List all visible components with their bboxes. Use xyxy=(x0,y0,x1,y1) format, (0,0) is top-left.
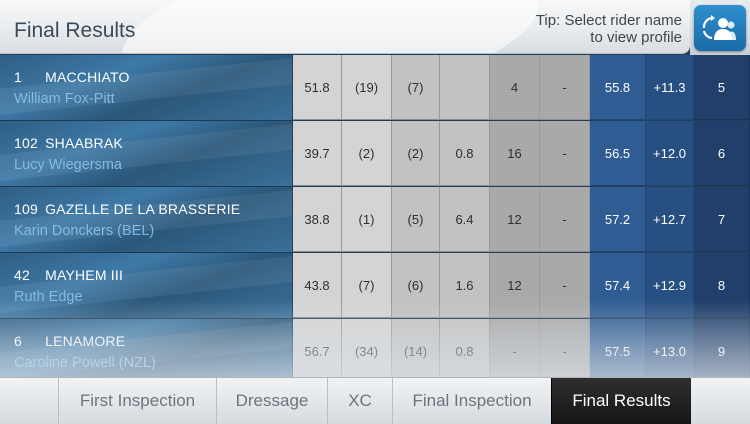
score-cell: 6.4 xyxy=(440,187,490,252)
tip-text: Tip: Select rider name to view profile xyxy=(536,12,682,46)
score-cell: (5) xyxy=(392,187,440,252)
score-cell: +12.0 xyxy=(646,121,694,186)
table-row: 6 LENAMORE Caroline Powell (NZL) 56.7 (34)(… xyxy=(0,319,750,377)
tab-dressage[interactable]: Dressage xyxy=(216,378,327,424)
competitor-number: 42 xyxy=(14,267,30,283)
score-cell: 56.7 xyxy=(293,319,342,377)
competitor-number: 6 xyxy=(14,333,22,349)
tab-first-inspection[interactable]: First Inspection xyxy=(58,378,216,424)
score-cell: (1) xyxy=(342,187,392,252)
horse-label: 6 LENAMORE xyxy=(14,333,125,349)
score-cell: (14) xyxy=(392,319,440,377)
score-cell: 56.5 xyxy=(590,121,646,186)
rider-name-link[interactable]: Lucy Wiegersma xyxy=(14,157,122,173)
table-row: 109 GAZELLE DE LA BRASSERIE Karin Doncker… xyxy=(0,187,750,253)
score-cell: 55.8 xyxy=(590,55,646,120)
score-cell: 38.8 xyxy=(293,187,342,252)
results-table: 1 MACCHIATO William Fox-Pitt 51.8 (19) (7) 4-… xyxy=(0,55,750,377)
horse-name: MACCHIATO xyxy=(45,69,130,85)
tip-line-1: Tip: Select rider name xyxy=(535,12,682,29)
score-cell: - xyxy=(540,253,590,318)
competitor-number: 102 xyxy=(14,135,38,151)
score-cell: - xyxy=(540,121,590,186)
score-cell: 5 xyxy=(694,55,750,120)
score-cell: 0.8 xyxy=(440,121,490,186)
rider-profiles-button[interactable] xyxy=(694,5,746,51)
score-cell: 57.5 xyxy=(590,319,646,377)
horse-label: 1 MACCHIATO xyxy=(14,69,130,85)
horse-label: 102 SHAABRAK xyxy=(14,135,123,151)
rider-name-link[interactable]: William Fox-Pitt xyxy=(14,91,115,107)
tab-final-inspection[interactable]: Final Inspection xyxy=(392,378,551,424)
rider-cell[interactable]: 6 LENAMORE Caroline Powell (NZL) xyxy=(0,319,292,377)
score-cell: - xyxy=(540,55,590,120)
score-cell: 1.6 xyxy=(440,253,490,318)
rider-name-link[interactable]: Ruth Edge xyxy=(14,289,83,305)
score-cell xyxy=(440,55,490,120)
score-cell: - xyxy=(540,187,590,252)
score-cell: 0.8 xyxy=(440,319,490,377)
tab-bar: First Inspection Dressage XC Final Inspecti… xyxy=(0,377,750,424)
horse-name: GAZELLE DE LA BRASSERIE xyxy=(45,201,241,217)
page-title: Final Results xyxy=(14,19,136,42)
score-cell: 43.8 xyxy=(293,253,342,318)
horse-name: MAYHEM III xyxy=(45,267,124,283)
rider-name-link[interactable]: Caroline Powell (NZL) xyxy=(14,355,156,371)
score-cell: 57.2 xyxy=(590,187,646,252)
horse-name: SHAABRAK xyxy=(45,135,123,151)
score-cell: 6 xyxy=(694,121,750,186)
table-row: 42 MAYHEM III Ruth Edge 43.8 (7) (6) 1.6 12-57… xyxy=(0,253,750,319)
rider-cell[interactable]: 109 GAZELLE DE LA BRASSERIE Karin Doncker… xyxy=(0,187,292,253)
score-cell: (34) xyxy=(342,319,392,377)
score-cell: (7) xyxy=(392,55,440,120)
score-cell: 57.4 xyxy=(590,253,646,318)
riders-refresh-icon xyxy=(702,15,736,40)
score-cell: 4 xyxy=(490,55,540,120)
score-cell: - xyxy=(490,319,540,377)
tab-xc[interactable]: XC xyxy=(327,378,392,424)
horse-label: 109 GAZELLE DE LA BRASSERIE xyxy=(14,201,240,217)
score-cell: 9 xyxy=(694,319,750,377)
score-cell: (7) xyxy=(342,253,392,318)
tip-line-2: to view profile xyxy=(590,29,682,46)
score-cell: (2) xyxy=(392,121,440,186)
score-cell: (6) xyxy=(392,253,440,318)
score-cell: 51.8 xyxy=(293,55,342,120)
header-swoosh xyxy=(112,0,548,53)
rider-cell[interactable]: 1 MACCHIATO William Fox-Pitt xyxy=(0,55,292,121)
score-cell: +12.7 xyxy=(646,187,694,252)
tab-final-results[interactable]: Final Results xyxy=(551,378,691,424)
score-cell: +11.3 xyxy=(646,55,694,120)
score-cell: 39.7 xyxy=(293,121,342,186)
score-cell: 7 xyxy=(694,187,750,252)
score-cell: (2) xyxy=(342,121,392,186)
score-cell: 16 xyxy=(490,121,540,186)
score-cell: 8 xyxy=(694,253,750,318)
rider-cell[interactable]: 42 MAYHEM III Ruth Edge xyxy=(0,253,292,319)
competitor-number: 109 xyxy=(14,201,38,217)
header-bar: Final Results Tip: Select rider name to … xyxy=(0,0,690,54)
horse-name: LENAMORE xyxy=(45,333,126,349)
table-row: 1 MACCHIATO William Fox-Pitt 51.8 (19) (7) 4-… xyxy=(0,55,750,121)
score-cell: - xyxy=(540,319,590,377)
competitor-number: 1 xyxy=(14,69,22,85)
score-cell: 12 xyxy=(490,187,540,252)
score-cell: 12 xyxy=(490,253,540,318)
rider-name-link[interactable]: Karin Donckers (BEL) xyxy=(14,223,155,239)
table-row: 102 SHAABRAK Lucy Wiegersma 39.7 (2) (2) 0.8 1… xyxy=(0,121,750,187)
score-cell: +12.9 xyxy=(646,253,694,318)
score-cell: +13.0 xyxy=(646,319,694,377)
rider-cell[interactable]: 102 SHAABRAK Lucy Wiegersma xyxy=(0,121,292,187)
score-cell: (19) xyxy=(342,55,392,120)
horse-label: 42 MAYHEM III xyxy=(14,267,123,283)
